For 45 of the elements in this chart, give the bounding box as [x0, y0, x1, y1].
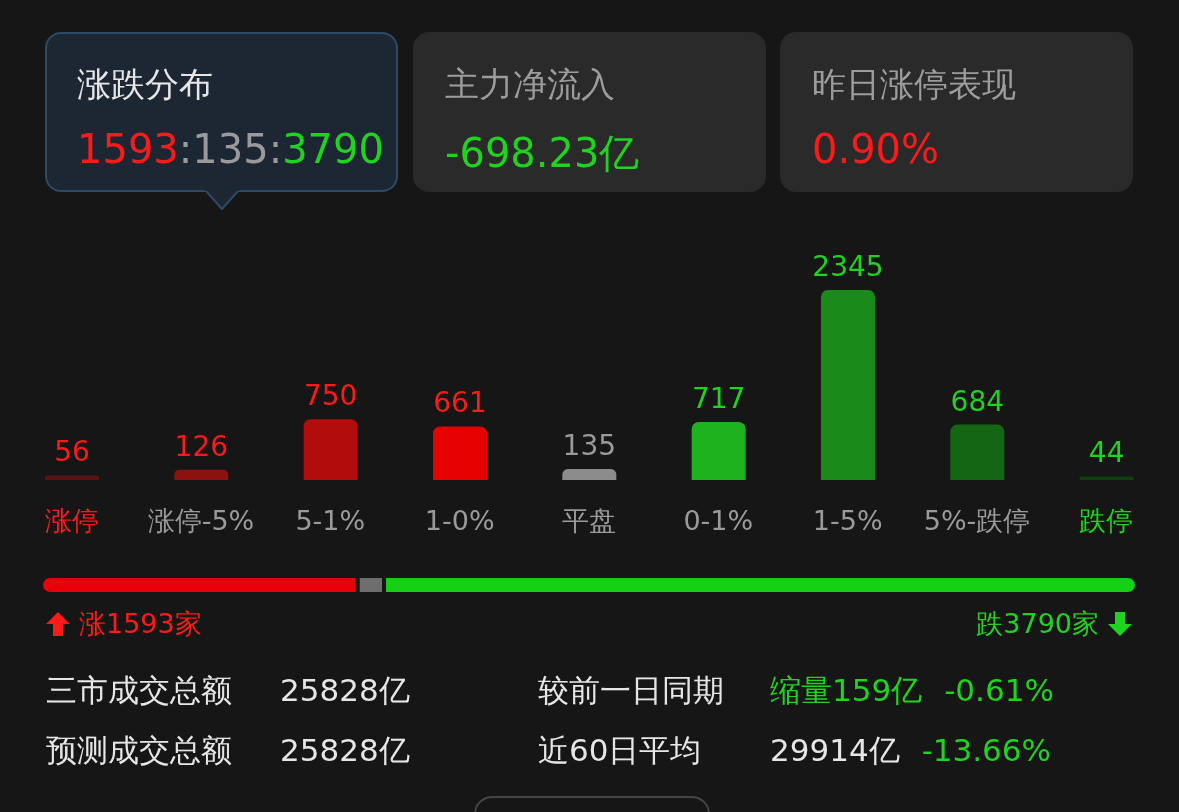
x-tick-label: 涨停-5% [147, 505, 255, 536]
data-label: 684 [950, 384, 1005, 418]
bar [433, 426, 487, 480]
text: 昨日涨停表现 [812, 63, 1016, 106]
x-tick-label: 1-5% [812, 505, 883, 536]
text: -13.66% [921, 732, 1052, 768]
text: 涨1593家 [79, 607, 202, 641]
text: 主力净流入 [445, 63, 615, 106]
data-label: 135 [562, 429, 617, 463]
bar [562, 469, 617, 480]
text: 29914亿 [770, 732, 900, 768]
text: 预测成交总额 [46, 731, 232, 770]
text: 25828亿 [280, 671, 410, 710]
data-label: 126 [174, 429, 229, 463]
text: 0.90% [812, 126, 940, 172]
text: 较前一日同期 [538, 671, 724, 710]
x-tick-label: 1-0% [424, 505, 495, 536]
data-label: 44 [1088, 436, 1125, 470]
bar [1079, 476, 1134, 480]
text: 缩量159亿 [770, 672, 923, 708]
text: 涨跌分布 [77, 63, 213, 106]
x-tick-label: 平盘 [562, 505, 616, 536]
x-tick-label: 5%-跌停 [923, 505, 1031, 536]
x-tick-label: 跌停 [1079, 505, 1134, 536]
bar [174, 469, 229, 480]
bar [303, 419, 358, 480]
bar [45, 475, 99, 480]
bar [950, 424, 1005, 480]
data-label: 717 [691, 381, 746, 415]
text: 近60日平均 [538, 731, 702, 770]
data-label: 750 [303, 379, 358, 413]
bar [821, 290, 875, 480]
bar [691, 421, 746, 480]
x-tick-label: 5-1% [295, 505, 366, 536]
text: -0.61% [944, 672, 1054, 708]
x-tick-label: 0-1% [683, 505, 754, 536]
data-label: 2345 [812, 250, 884, 283]
text: 跌3790家 [976, 607, 1099, 641]
x-tick-label: 涨停 [44, 505, 99, 536]
text: 25828亿 [280, 731, 410, 770]
text: -698.23亿 [445, 130, 640, 176]
data-label: 661 [433, 386, 487, 420]
data-label: 56 [54, 435, 90, 469]
text: 1593:135:3790 [77, 126, 384, 172]
text: 三市成交总额 [46, 671, 232, 710]
